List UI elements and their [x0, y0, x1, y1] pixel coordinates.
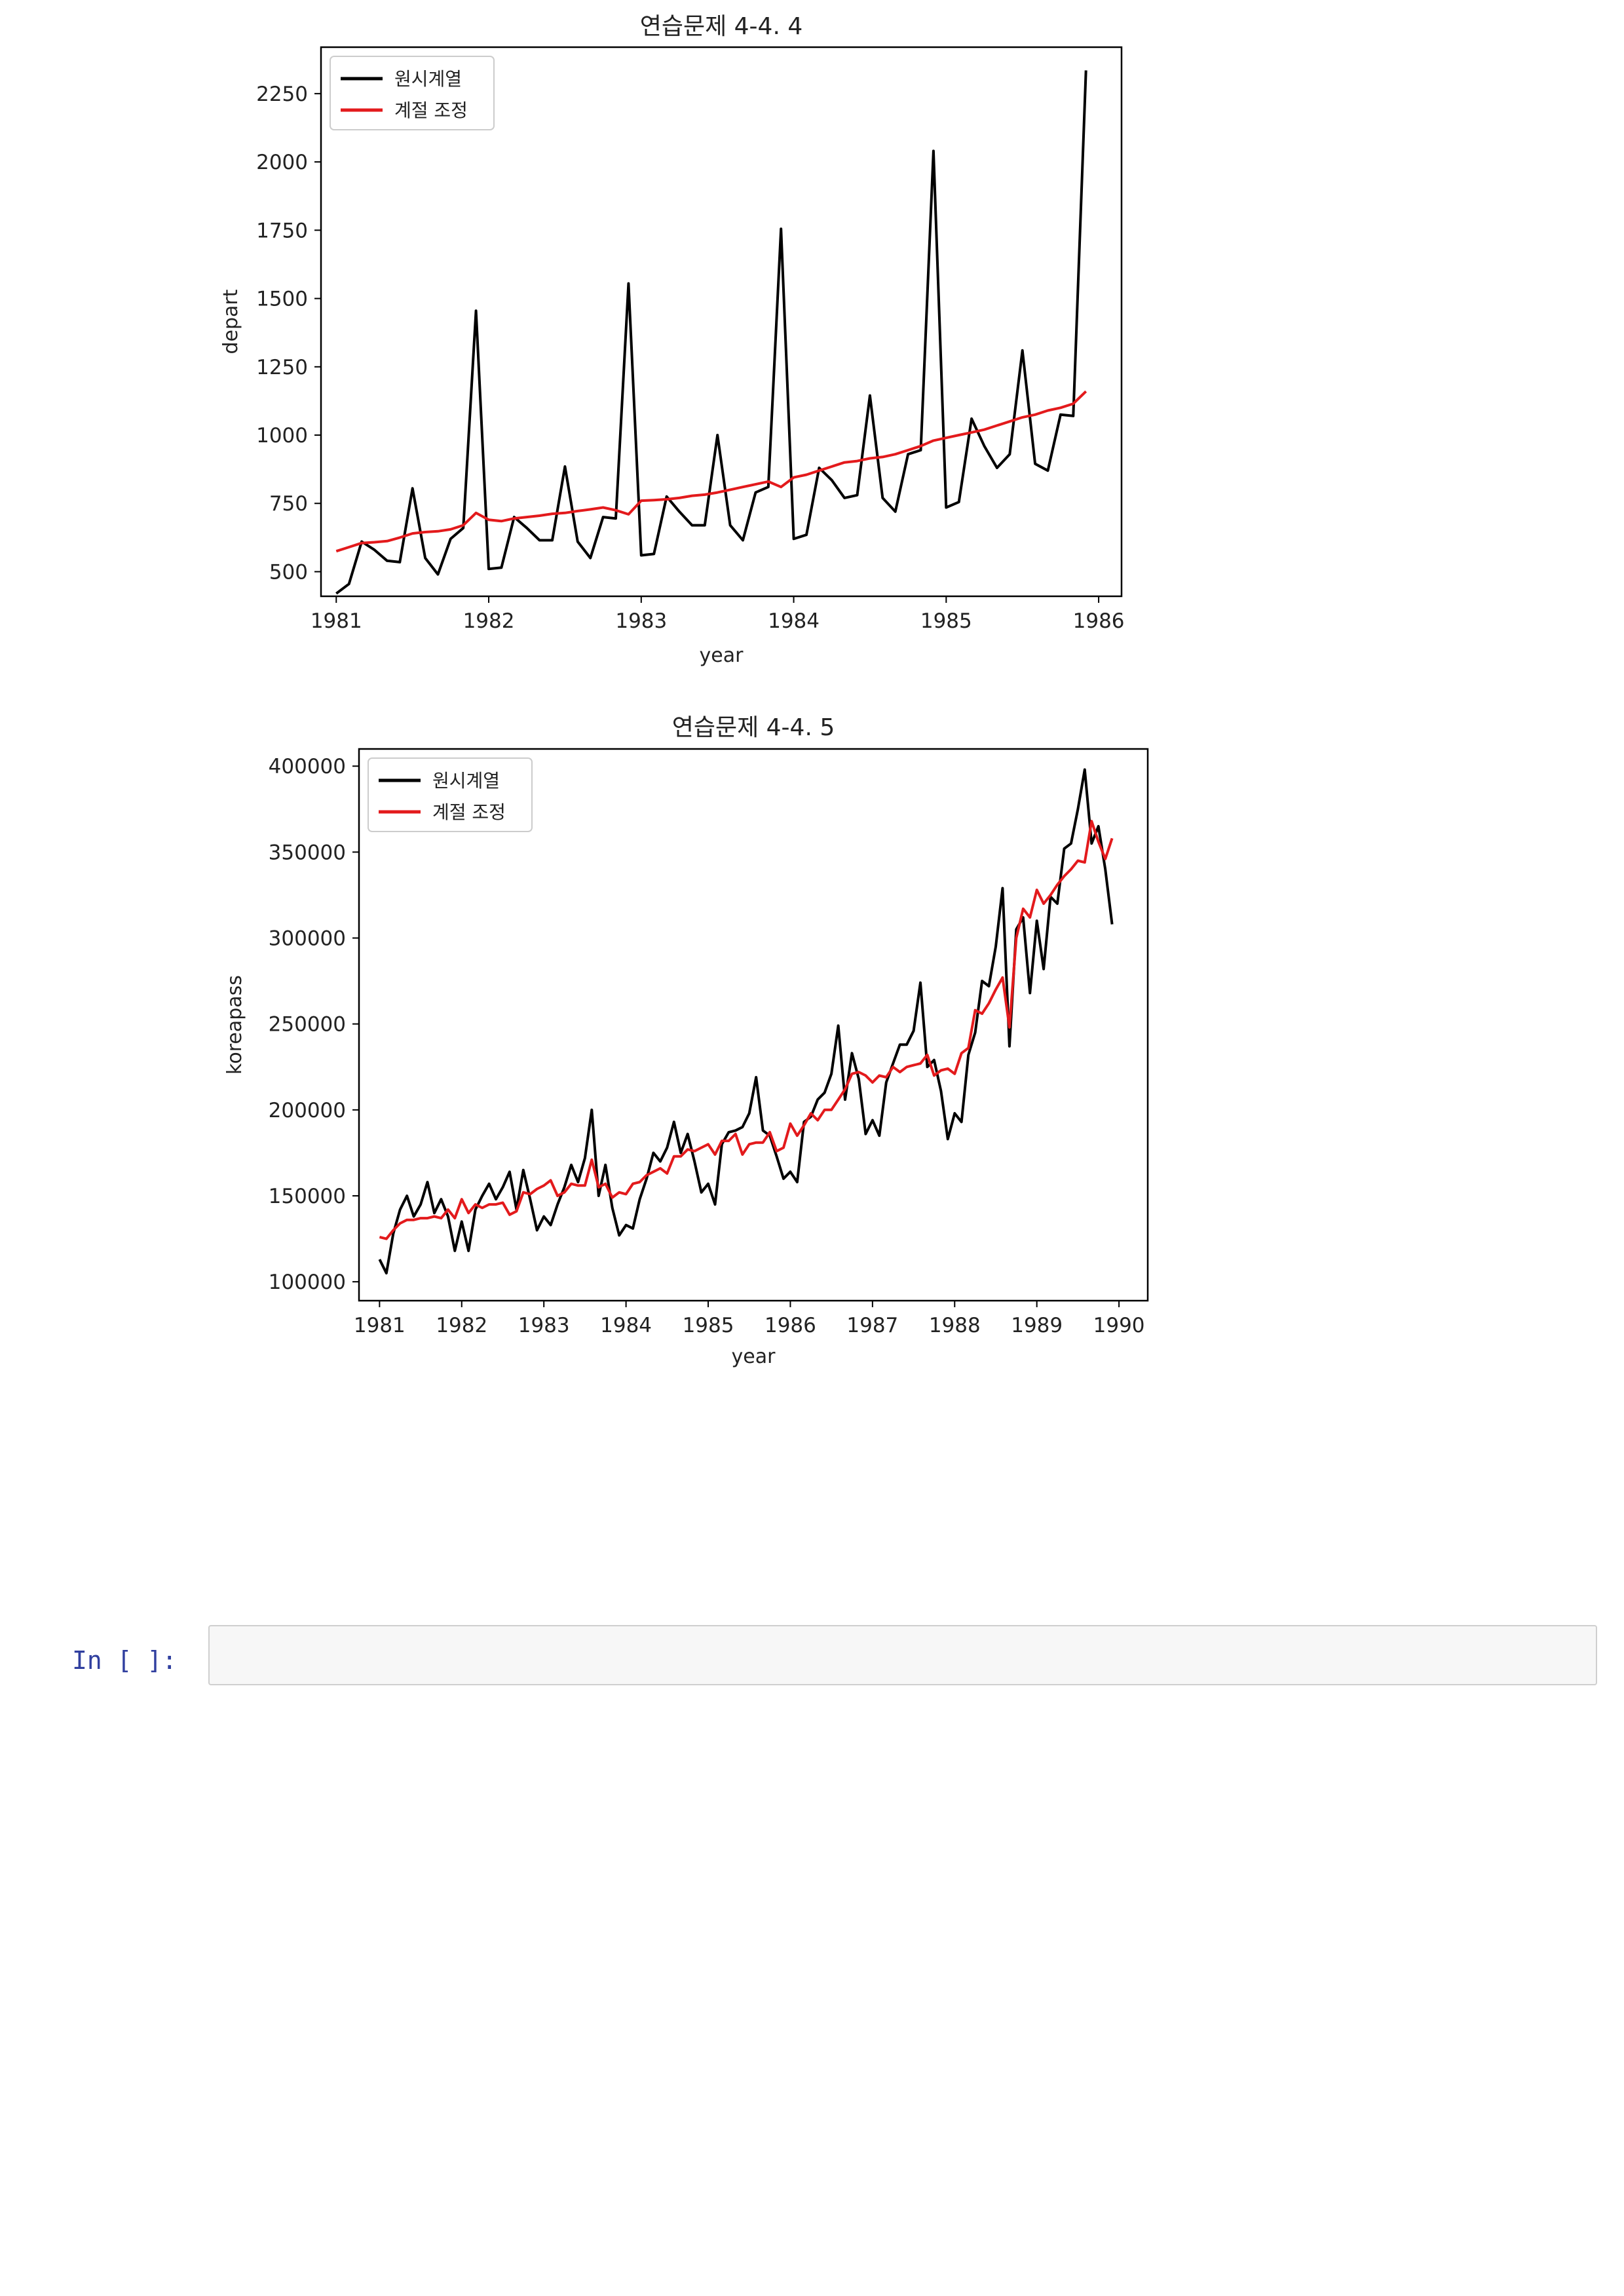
series-line-original	[378, 768, 1114, 1274]
legend-label: 계절 조정	[394, 100, 468, 121]
x-tick-label: 1989	[1011, 1314, 1063, 1337]
y-axis-label: koreapass	[223, 975, 246, 1075]
chart-title: 연습문제 4-4. 5	[672, 714, 835, 741]
y-tick-label: 1250	[256, 356, 308, 379]
code-cell-input[interactable]	[208, 1625, 1597, 1685]
x-tick-label: 1983	[615, 609, 667, 633]
y-tick-label: 1750	[256, 219, 308, 242]
x-tick-label: 1987	[846, 1314, 898, 1337]
y-axis-label: depart	[219, 289, 242, 354]
chart-depart: 연습문제 4-4. 4 1981 1982 1983 1984 1985 1986 500 75…	[219, 13, 1125, 667]
y-tick-label: 1500	[256, 288, 308, 311]
y-tick-label: 500	[269, 560, 308, 584]
y-tick-label: 250000	[269, 1013, 346, 1037]
x-tick-label: 1990	[1093, 1314, 1145, 1337]
x-tick-label: 1985	[683, 1314, 734, 1337]
x-tick-label: 1984	[600, 1314, 652, 1337]
x-tick-label: 1984	[768, 609, 820, 633]
x-tick-label: 1982	[436, 1314, 487, 1337]
x-tick-label: 1985	[920, 609, 972, 633]
x-axis-label: year	[700, 644, 744, 667]
plot-frame	[320, 46, 1123, 598]
cell-prompt: In [ ]:	[72, 1646, 178, 1675]
y-tick-label: 350000	[269, 841, 346, 864]
series-line-seasonally-adjusted	[335, 390, 1087, 553]
x-tick-label: 1986	[765, 1314, 816, 1337]
x-tick-label: 1982	[463, 609, 515, 633]
y-tick-label: 2000	[256, 151, 308, 174]
y-tick-label: 1000	[256, 424, 308, 448]
legend-label: 원시계열	[432, 770, 500, 792]
legend-label: 계절 조정	[432, 801, 506, 823]
chart-koreapass: 연습문제 4-4. 5 1981 1982 1983 1984 1985 1986 1987 1…	[223, 714, 1149, 1368]
series-line-seasonally-adjusted	[379, 820, 1114, 1240]
x-tick-label: 1986	[1073, 609, 1125, 633]
x-tick-label: 1983	[518, 1314, 570, 1337]
series-line-original	[335, 70, 1087, 595]
y-tick-label: 150000	[269, 1185, 346, 1208]
x-tick-label: 1988	[929, 1314, 981, 1337]
y-tick-label: 200000	[269, 1099, 346, 1122]
plot-frame	[358, 748, 1149, 1302]
y-tick-label: 2250	[256, 83, 308, 106]
x-tick-label: 1981	[354, 1314, 406, 1337]
y-tick-label: 300000	[269, 927, 346, 951]
y-tick-label: 100000	[269, 1271, 346, 1294]
y-tick-label: 400000	[269, 755, 346, 778]
x-axis-label: year	[732, 1345, 776, 1368]
x-tick-label: 1981	[311, 609, 362, 633]
legend-label: 원시계열	[394, 68, 462, 90]
y-tick-label: 750	[269, 492, 308, 516]
chart-title: 연습문제 4-4. 4	[640, 13, 803, 40]
